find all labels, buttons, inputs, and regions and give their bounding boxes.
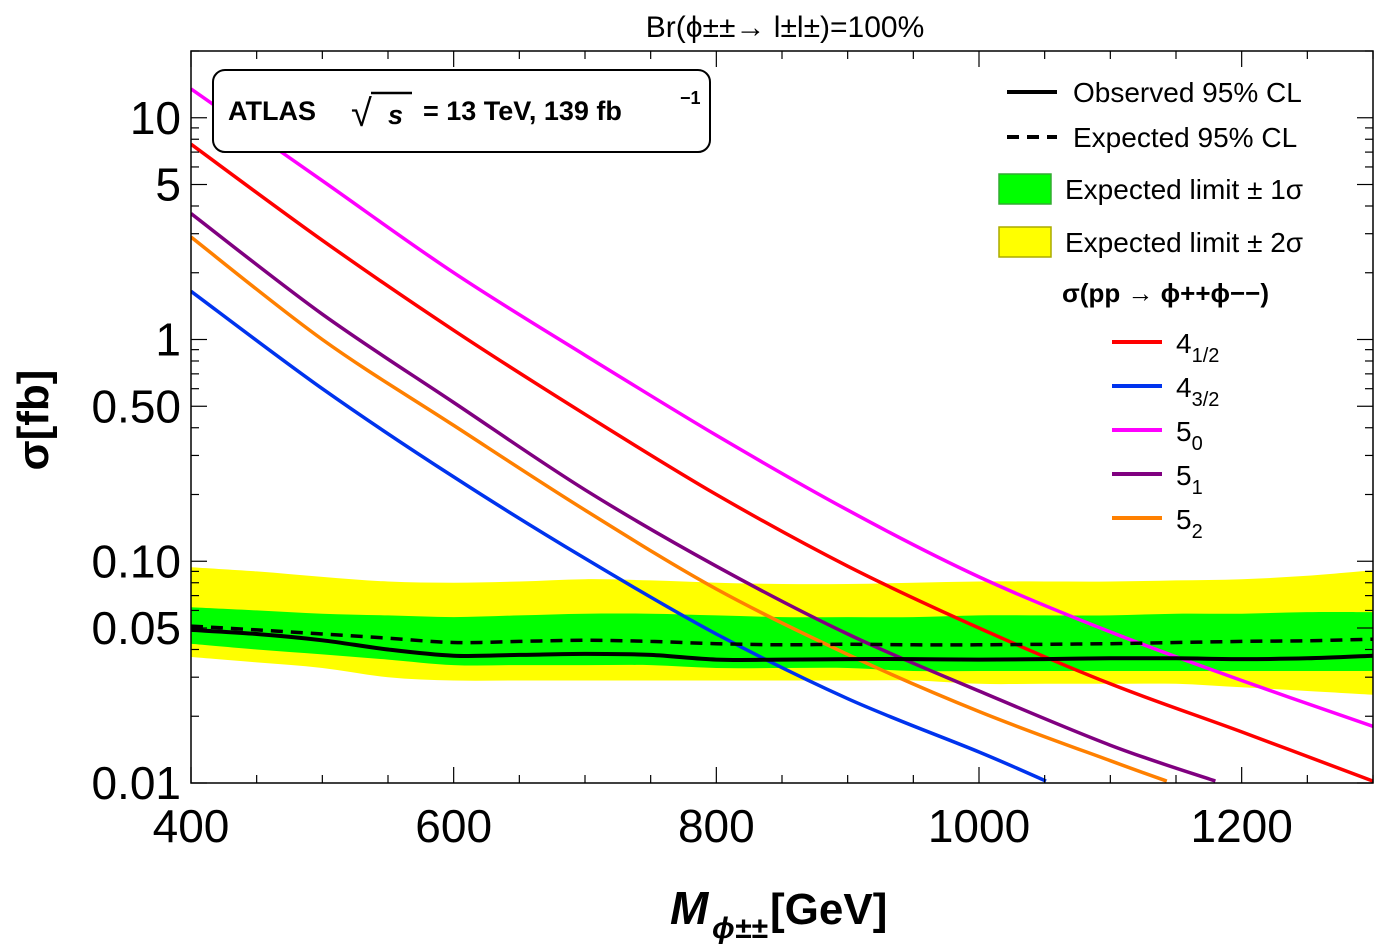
curve-5-2 — [191, 235, 1168, 783]
expected-limit-line — [191, 624, 1373, 647]
legend-observed-label: Observed 95% CL — [1073, 77, 1302, 108]
curve-5-0 — [191, 87, 1373, 729]
curve-4-3-2 — [191, 289, 1047, 783]
legend-band1-label: Expected limit ± 1σ — [1065, 174, 1303, 205]
y-tick-label: 1 — [155, 314, 181, 366]
y-axis-title: σ[fb] — [9, 370, 58, 471]
x-axis-title-subscript: ϕ±± — [712, 912, 768, 945]
legend-band1-swatch — [998, 173, 1052, 205]
legend-label-5-1: 51 — [1176, 460, 1203, 499]
y-tick-label: 0.05 — [91, 602, 181, 654]
y-tick-label: 0.50 — [91, 380, 181, 432]
sqrt-symbol: √ — [351, 93, 372, 135]
curve-5-1 — [191, 212, 1216, 783]
y-tick-label: 0.01 — [91, 757, 181, 809]
x-axis-title: M ϕ±± [GeV] — [670, 882, 887, 945]
legend-label-5-2: 52 — [1176, 504, 1203, 543]
x-axis-title-unit: [GeV] — [770, 885, 887, 934]
sqrt-argument: s — [388, 100, 403, 130]
y-tick-label: 10 — [130, 92, 181, 144]
legend-band2-swatch — [998, 226, 1052, 258]
energy-lumi-label: = 13 TeV, 139 fb — [423, 96, 622, 126]
axis-ticks — [190, 50, 1374, 784]
y-tick-label: 0.10 — [91, 535, 181, 587]
atlas-label: ATLAS — [228, 96, 316, 126]
legend-label-4-1-2: 41/2 — [1176, 328, 1219, 367]
legend-series-entries: 41/2 43/2 50 51 52 — [1112, 328, 1219, 543]
chart-title: Br(ϕ±±→ l±l±)=100% — [646, 11, 925, 44]
cross-section-curves — [191, 87, 1373, 783]
expected-limit-bands — [191, 567, 1373, 695]
x-tick-label: 600 — [415, 800, 492, 852]
legend-band2-label: Expected limit ± 2σ — [1065, 227, 1303, 258]
legend-xsec-header: σ(pp → ϕ++ϕ−−) — [1062, 278, 1269, 308]
lumi-exponent: −1 — [680, 88, 701, 108]
atlas-annotation-box — [212, 69, 711, 153]
y-tick-label: 5 — [155, 159, 181, 211]
axis-tick-labels: 400 600 800 1000 1200 0.01 0.05 0.10 0.50 1 5 10 — [91, 92, 1292, 852]
legend-label-5-0: 50 — [1176, 416, 1203, 455]
atlas-annotation: ATLAS √ s = 13 TeV, 139 fb −1 — [212, 69, 711, 153]
curve-4-1-2 — [191, 142, 1373, 783]
observed-limit-line — [191, 627, 1373, 662]
legend: Observed 95% CL Expected 95% CL Expected… — [998, 77, 1303, 543]
legend-label-4-3-2: 43/2 — [1176, 372, 1219, 411]
legend-expected-label: Expected 95% CL — [1073, 122, 1297, 153]
x-tick-label: 800 — [678, 800, 755, 852]
x-tick-label: 400 — [153, 800, 230, 852]
x-axis-title-main: M — [670, 882, 710, 934]
x-tick-label: 1000 — [928, 800, 1030, 852]
limit-lines — [191, 624, 1373, 662]
x-tick-label: 1200 — [1190, 800, 1292, 852]
